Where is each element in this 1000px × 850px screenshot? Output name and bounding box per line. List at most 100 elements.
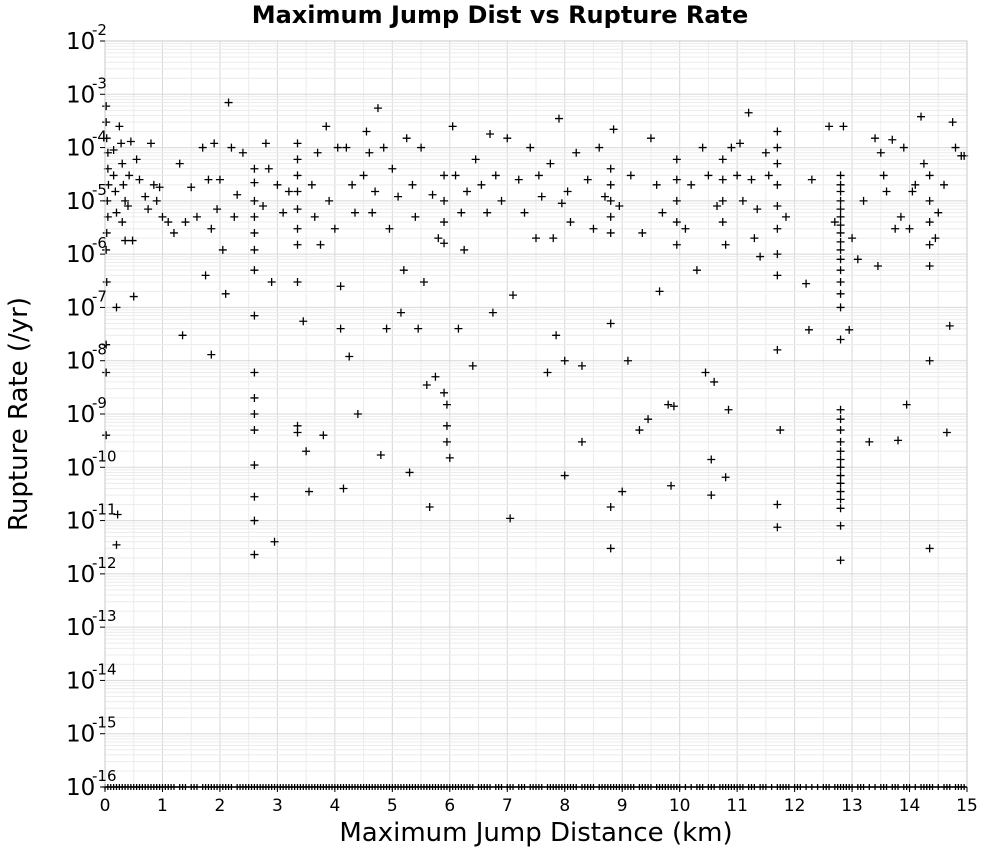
- data-point: [543, 368, 552, 377]
- data-point: [848, 234, 857, 243]
- data-point: [672, 175, 681, 184]
- data-point: [773, 250, 782, 259]
- data-point: [894, 436, 903, 445]
- data-point: [376, 451, 385, 460]
- data-point: [655, 287, 664, 296]
- y-tick-label-base: 10: [66, 562, 95, 588]
- data-point: [606, 164, 615, 173]
- data-point: [658, 208, 667, 217]
- data-point: [425, 502, 434, 511]
- data-point: [293, 428, 302, 437]
- data-point: [224, 98, 233, 107]
- data-point: [121, 236, 130, 245]
- data-point: [440, 171, 449, 180]
- x-axis-ticks: 0 1 2 3 4 5 6 7 8 9 10 11 12 13 14 15: [100, 787, 978, 816]
- data-point: [736, 139, 745, 148]
- data-point: [250, 245, 259, 254]
- data-point: [440, 388, 449, 397]
- data-point: [836, 221, 845, 230]
- data-point: [583, 175, 592, 184]
- data-point: [460, 245, 469, 254]
- data-point: [221, 289, 230, 298]
- y-tick-label-base: 10: [66, 29, 95, 55]
- data-point: [112, 540, 121, 549]
- data-point: [431, 372, 440, 381]
- data-point: [187, 183, 196, 192]
- data-point: [104, 180, 113, 189]
- data-point: [672, 240, 681, 249]
- y-tick-label-exponent: -16: [92, 767, 117, 785]
- data-point: [362, 127, 371, 136]
- data-point: [865, 437, 874, 446]
- data-point: [102, 228, 111, 237]
- data-point: [836, 228, 845, 237]
- data-point: [486, 129, 495, 138]
- data-point: [210, 139, 219, 148]
- y-axis-ticks: 10-210-310-410-510-610-710-810-910-1010-…: [66, 21, 117, 801]
- data-point: [882, 187, 891, 196]
- data-point: [230, 212, 239, 221]
- data-point: [721, 240, 730, 249]
- x-tick-label: 9: [617, 796, 628, 816]
- data-point: [273, 180, 282, 189]
- x-tick-label: 15: [956, 796, 978, 816]
- data-point: [111, 187, 120, 196]
- data-point: [250, 550, 259, 559]
- x-tick-label: 14: [899, 796, 921, 816]
- data-point: [606, 319, 615, 328]
- data-point: [710, 377, 719, 386]
- data-point: [552, 331, 561, 340]
- data-point: [773, 224, 782, 233]
- y-tick-label-base: 10: [66, 242, 95, 268]
- data-point: [738, 196, 747, 205]
- data-point: [359, 171, 368, 180]
- data-point: [718, 155, 727, 164]
- data-point: [836, 405, 845, 414]
- data-point: [129, 292, 138, 301]
- data-point: [692, 266, 701, 275]
- data-point: [350, 208, 359, 217]
- x-tick-label: 4: [329, 796, 340, 816]
- data-point: [158, 212, 167, 221]
- data-point: [753, 205, 762, 214]
- data-point: [293, 240, 302, 249]
- data-point: [299, 317, 308, 326]
- data-point: [917, 112, 926, 121]
- data-point: [102, 278, 111, 287]
- data-point: [925, 196, 934, 205]
- data-point: [264, 164, 273, 173]
- data-point: [836, 289, 845, 298]
- data-point: [724, 405, 733, 414]
- y-tick-label-exponent: -6: [92, 234, 107, 252]
- data-point: [554, 114, 563, 123]
- data-point: [379, 143, 388, 152]
- data-point: [373, 104, 382, 113]
- data-point: [119, 180, 128, 189]
- data-point: [293, 187, 302, 196]
- data-point: [302, 447, 311, 456]
- data-point: [836, 335, 845, 344]
- x-tick-label: 13: [841, 796, 863, 816]
- data-point: [577, 361, 586, 370]
- data-point: [773, 202, 782, 211]
- y-tick-label-base: 10: [66, 775, 95, 801]
- data-point: [667, 481, 676, 490]
- data-point: [672, 196, 681, 205]
- data-point: [385, 224, 394, 233]
- data-point: [342, 143, 351, 152]
- data-point: [934, 208, 943, 217]
- data-point: [948, 118, 957, 127]
- data-point: [721, 473, 730, 482]
- x-tick-label: 8: [559, 796, 570, 816]
- data-point: [434, 234, 443, 243]
- data-point: [589, 224, 598, 233]
- data-point: [756, 252, 765, 261]
- data-point: [606, 212, 615, 221]
- y-tick-label-exponent: -14: [92, 660, 117, 678]
- data-point: [773, 500, 782, 509]
- data-point: [146, 139, 155, 148]
- data-point: [419, 278, 428, 287]
- data-point: [259, 202, 268, 211]
- data-point: [871, 134, 880, 143]
